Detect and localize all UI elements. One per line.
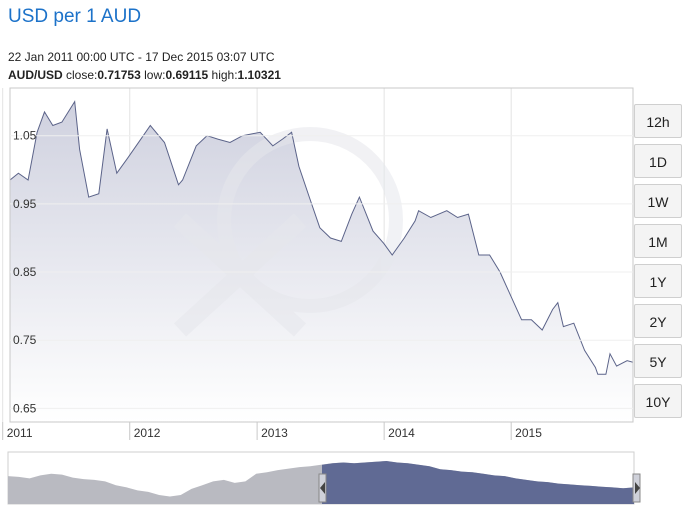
watermark-logo (173, 127, 403, 337)
close-label: close: (66, 68, 98, 82)
pair-label: AUD/USD (8, 68, 63, 82)
y-tick-label: 1.05 (13, 129, 37, 143)
chart-area: 1.050.950.850.750.65 2011 2012 2013 2014 201… (2, 87, 641, 505)
range-button-1y[interactable]: 1Y (634, 264, 682, 298)
x-tick-label: 2015 (515, 426, 542, 440)
y-axis: 1.05 0.95 0.85 0.75 0.65 (10, 129, 633, 415)
close-value: 0.71753 (97, 68, 141, 82)
navigator[interactable] (7, 451, 641, 505)
x-tick-label: 2011 (7, 426, 33, 440)
chart-title: USD per 1 AUD (8, 6, 142, 27)
date-range: 22 Jan 2011 00:00 UTC - 17 Dec 2015 03:0… (8, 50, 275, 64)
range-button-1w[interactable]: 1W (634, 184, 682, 218)
data-line (10, 100, 633, 375)
plot-border (9, 87, 634, 423)
y-tick-label: 0.65 (13, 401, 37, 415)
x-tick-label: 2012 (134, 426, 161, 440)
y-tick-label: 0.85 (13, 265, 37, 279)
low-value: 0.69115 (165, 68, 209, 82)
navigator-series-selected (322, 461, 634, 504)
x-tick-label: 2014 (388, 426, 415, 440)
x-tick-label: 2013 (261, 426, 288, 440)
x-axis: 2011 2012 2013 2014 2015 (2, 422, 542, 440)
range-button-10y[interactable]: 10Y (634, 384, 682, 418)
range-button-12h[interactable]: 12h (634, 104, 682, 138)
navigator-right-arrow-icon (635, 482, 640, 494)
data-area (10, 101, 633, 422)
range-button-5y[interactable]: 5Y (634, 344, 682, 378)
high-label: high: (211, 68, 238, 82)
y-tick-label: 0.95 (13, 197, 37, 211)
low-label: low: (144, 68, 166, 82)
high-value: 1.10321 (237, 68, 281, 82)
navigator-left-arrow-icon (320, 482, 325, 494)
range-button-1d[interactable]: 1D (634, 144, 682, 178)
range-button-1m[interactable]: 1M (634, 224, 682, 258)
range-button-2y[interactable]: 2Y (634, 304, 682, 338)
y-tick-label: 0.75 (13, 333, 37, 347)
summary-line: AUD/USD close:0.71753 low:0.69115 high:1… (8, 68, 281, 82)
